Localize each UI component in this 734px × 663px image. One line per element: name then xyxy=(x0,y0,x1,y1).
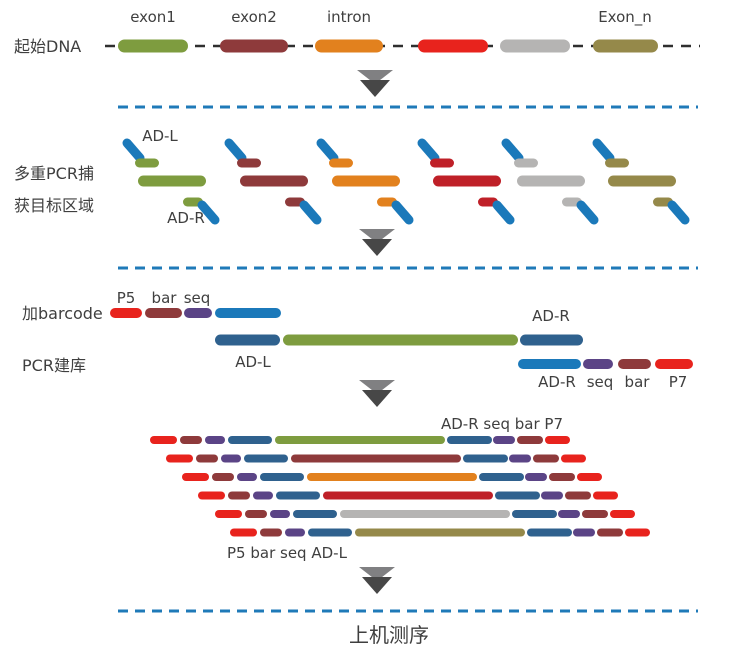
label-seq-top: seq xyxy=(184,289,211,307)
label-library-top: AD-R seq bar P7 xyxy=(441,415,563,433)
label-library-bottom: P5 bar seq AD-L xyxy=(227,544,348,562)
pcr-group-2-adr-adapter xyxy=(299,200,322,225)
library-molecule-rows xyxy=(150,436,650,537)
pcr-group-1-adl-adapter xyxy=(122,138,145,163)
label-bar-primer: bar xyxy=(625,373,651,391)
label-seq-primer: seq xyxy=(587,373,614,391)
label-exon1: exon1 xyxy=(130,8,176,26)
flow-arrow-3 xyxy=(359,380,395,407)
pcr-group-5-adr-adapter xyxy=(576,200,599,225)
pcr-group-1-adr-adapter xyxy=(197,200,220,225)
flow-arrow-2 xyxy=(359,229,395,256)
flow-arrow-1 xyxy=(357,70,393,97)
flow-arrow-4 xyxy=(359,567,395,594)
label-bar-top: bar xyxy=(152,289,178,307)
pcr-group-4-adr-adapter xyxy=(492,200,515,225)
label-exon-n: Exon_n xyxy=(598,8,652,27)
pcr-group-3-adr-adapter xyxy=(391,200,414,225)
label-ad-r-template: AD-R xyxy=(532,307,570,325)
pcr-group-6-adr-adapter xyxy=(667,200,690,225)
label-exon2: exon2 xyxy=(231,8,277,26)
label-start-dna: 起始DNA xyxy=(14,37,81,56)
label-ad-l-capture: AD-L xyxy=(142,127,178,145)
pcr-group-5-adl-adapter xyxy=(501,138,524,163)
label-ad-r-capture: AD-R xyxy=(167,209,205,227)
pcr-capture-groups xyxy=(122,138,690,225)
label-ad-l-template: AD-L xyxy=(235,353,271,371)
pcr-group-6-adl-adapter xyxy=(592,138,615,163)
pcr-group-4-adl-adapter xyxy=(417,138,440,163)
label-multiplex-line2: 获目标区域 xyxy=(14,196,94,215)
pcr-group-2-adl-adapter xyxy=(224,138,247,163)
label-intron: intron xyxy=(327,8,371,26)
label-multiplex-line1: 多重PCR捕 xyxy=(14,164,94,183)
label-ad-r-primer: AD-R xyxy=(538,373,576,391)
label-add-barcode: 加barcode xyxy=(22,304,103,323)
label-sequencing: 上机测序 xyxy=(349,623,429,647)
barcode-pcr-rows xyxy=(110,308,693,369)
label-p5-top: P5 xyxy=(117,289,136,307)
label-pcr-library: PCR建库 xyxy=(22,356,86,375)
label-p7-primer: P7 xyxy=(669,373,688,391)
pcr-group-3-adl-adapter xyxy=(316,138,339,163)
